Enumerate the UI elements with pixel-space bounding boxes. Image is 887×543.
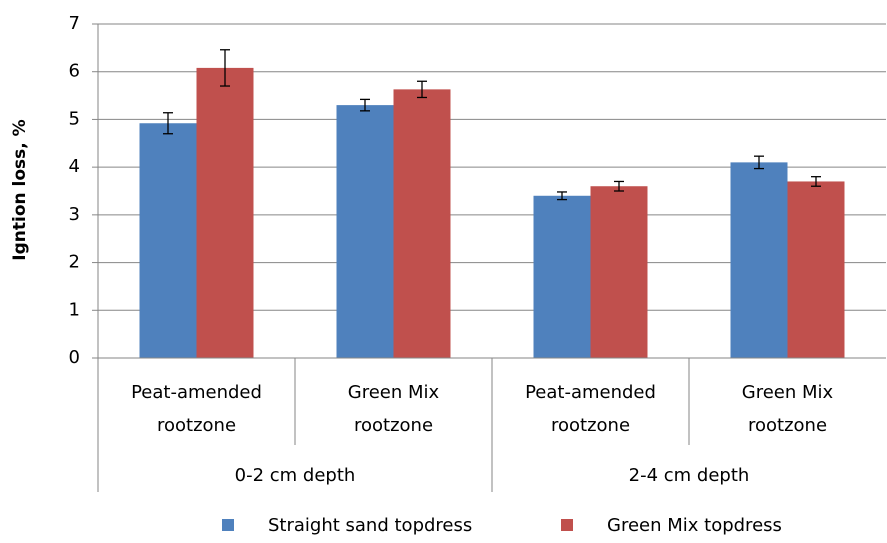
y-tick-label: 1	[69, 299, 80, 320]
bar	[336, 105, 394, 358]
legend-swatch	[222, 519, 234, 531]
bar	[533, 195, 591, 358]
y-tick-label: 3	[69, 204, 80, 225]
bar	[139, 123, 197, 358]
x-tick-label: Green Mix	[742, 382, 834, 403]
y-tick-label: 6	[69, 61, 80, 82]
y-tick-label: 7	[69, 13, 80, 34]
x-tick-label: Peat-amended	[525, 382, 656, 403]
legend-label: Straight sand topdress	[268, 515, 472, 536]
x-tick-label: Peat-amended	[131, 382, 262, 403]
bar	[590, 186, 648, 358]
legend-swatch	[561, 519, 573, 531]
y-tick-label: 2	[69, 252, 80, 273]
y-tick-label: 5	[69, 108, 80, 129]
x-tick-label: rootzone	[157, 415, 236, 436]
x-tick-label: Green Mix	[348, 382, 440, 403]
y-tick-label: 4	[69, 156, 80, 177]
group-label: 0-2 cm depth	[235, 465, 356, 486]
x-tick-label: rootzone	[354, 415, 433, 436]
bar	[393, 89, 451, 359]
x-tick-label: rootzone	[748, 415, 827, 436]
bar	[196, 67, 254, 358]
y-axis-label: Igntion loss, %	[10, 119, 30, 260]
y-tick-label: 0	[69, 347, 80, 368]
legend-label: Green Mix topdress	[607, 515, 782, 536]
bar	[787, 181, 845, 358]
x-tick-label: rootzone	[551, 415, 630, 436]
group-label: 2-4 cm depth	[629, 465, 750, 486]
bar	[730, 162, 788, 358]
